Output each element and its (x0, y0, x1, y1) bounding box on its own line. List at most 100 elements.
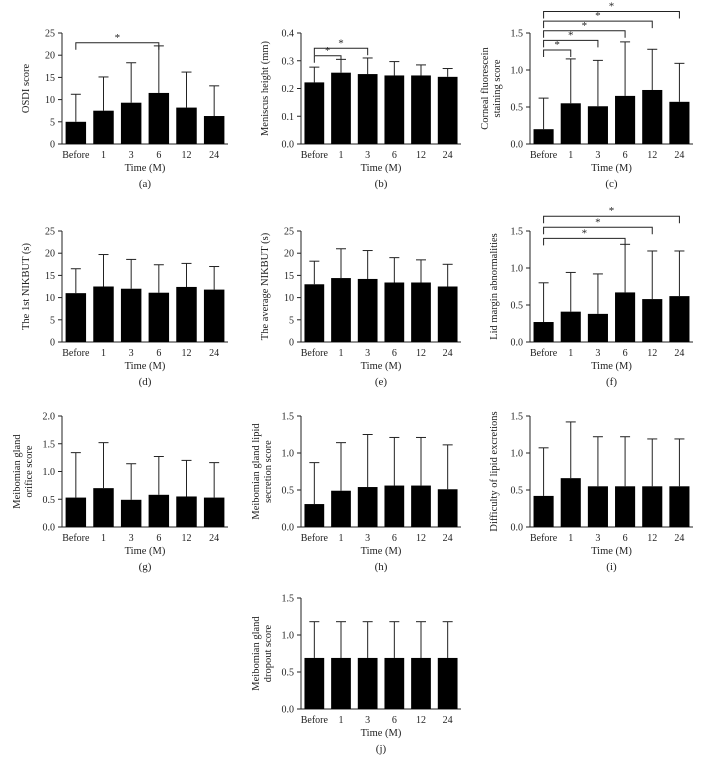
bar (148, 92, 170, 144)
x-axis-label: Time (M) (591, 361, 632, 372)
panel-label: (e) (375, 376, 388, 388)
x-tick-label: 24 (443, 348, 453, 359)
x-tick-label: 6 (392, 150, 397, 161)
x-tick-label: 24 (443, 715, 453, 726)
bar (331, 490, 351, 527)
bar (411, 485, 431, 527)
significance-star: * (554, 39, 560, 51)
x-axis-label: Time (M) (125, 163, 166, 174)
bar (357, 278, 378, 342)
bar (384, 657, 405, 709)
y-tick-label: 0.0 (511, 338, 524, 349)
y-tick-label: 15 (45, 271, 55, 282)
y-tick-label: 0.1 (282, 112, 295, 123)
x-tick-label: 12 (416, 715, 426, 726)
bar (615, 292, 636, 342)
y-axis-label: dropout score (263, 624, 274, 682)
x-tick-label: 1 (339, 150, 344, 161)
bar (411, 75, 431, 144)
bar (203, 289, 225, 342)
significance-bracket (543, 39, 599, 48)
x-tick-label: 12 (647, 150, 657, 161)
bar (176, 107, 197, 144)
x-tick-label: 6 (392, 715, 397, 726)
y-tick-label: 1.0 (43, 467, 56, 478)
bar (615, 95, 636, 144)
x-tick-label: 6 (392, 533, 397, 544)
x-axis-label: Time (M) (125, 361, 166, 372)
bar (411, 657, 431, 709)
bar (587, 106, 608, 144)
x-tick-label: 24 (209, 150, 219, 161)
bar (93, 110, 114, 144)
y-tick-label: 15 (284, 271, 294, 282)
significance-bracket (543, 30, 626, 38)
bar (669, 486, 690, 527)
panel-e: 0 5 10 15 20 25 Before 1 3 6 12 24 Time (M) The avera… (260, 227, 461, 388)
y-tick-label: 25 (284, 227, 294, 238)
x-tick-label: Before (301, 715, 329, 726)
x-tick-label: Before (62, 533, 90, 544)
bar (560, 311, 581, 342)
y-tick-label: 25 (45, 29, 55, 40)
significance-star: * (338, 37, 344, 49)
y-tick-label: 10 (45, 293, 55, 304)
y-axis-label: OSDI score (21, 64, 32, 114)
panel-b: 0.0 0.1 0.2 0.3 0.4 Before 1 3 6 12 24 * * Time (M) Me… (260, 29, 461, 190)
significance-bracket (543, 215, 680, 224)
y-tick-label: 5 (50, 117, 55, 128)
bar (642, 486, 663, 527)
panel-label: (c) (605, 178, 618, 190)
x-tick-label: 24 (443, 533, 453, 544)
x-axis-label: Time (M) (125, 546, 166, 557)
bar (65, 497, 87, 527)
y-tick-label: 10 (284, 293, 294, 304)
bar (384, 485, 405, 527)
significance-star: * (582, 20, 588, 32)
bar (357, 487, 378, 527)
panel-c: 0.0 0.5 1.0 1.5 Before 1 3 6 12 24 * * * * * Time (M) Co… (480, 1, 693, 190)
y-axis-label: orifice score (24, 445, 35, 498)
y-tick-label: 0.0 (282, 523, 295, 534)
x-tick-label: 1 (568, 533, 573, 544)
panel-label: (j) (376, 743, 387, 755)
x-tick-label: 12 (647, 533, 657, 544)
y-tick-label: 0.5 (511, 301, 524, 312)
y-tick-label: 0 (50, 338, 55, 349)
x-tick-label: Before (301, 348, 329, 359)
x-axis-label: Time (M) (361, 361, 402, 372)
y-tick-label: 0.5 (282, 668, 295, 679)
x-axis-label: Time (M) (361, 546, 402, 557)
x-axis-label: Time (M) (361, 163, 402, 174)
significance-bracket (313, 55, 342, 63)
panel-f: 0.0 0.5 1.0 1.5 Before 1 3 6 12 24 * * * Time (M) Lid … (489, 205, 693, 388)
bar (331, 657, 351, 709)
panel-label: (g) (139, 561, 152, 573)
bar (533, 495, 554, 527)
x-tick-label: 3 (365, 533, 370, 544)
x-tick-label: 1 (101, 150, 106, 161)
y-tick-label: 20 (284, 249, 294, 260)
x-tick-label: Before (530, 533, 558, 544)
x-tick-label: 6 (623, 150, 628, 161)
y-axis-label: The average NIKBUT (s) (260, 232, 271, 340)
significance-star: * (595, 10, 601, 22)
significance-star: * (609, 205, 615, 217)
panel-label: (b) (375, 178, 388, 190)
bar (437, 286, 458, 342)
x-tick-label: 12 (416, 150, 426, 161)
x-tick-label: 3 (129, 150, 134, 161)
y-tick-label: 1.0 (511, 449, 524, 460)
x-tick-label: 12 (182, 150, 192, 161)
significance-bracket (313, 47, 369, 56)
y-axis-label: Meibomian gland (12, 434, 23, 509)
y-tick-label: 1.5 (511, 29, 524, 40)
bar (148, 494, 170, 527)
bar (65, 293, 87, 342)
y-tick-label: 1.5 (511, 227, 524, 238)
x-tick-label: 6 (156, 533, 161, 544)
x-tick-label: Before (530, 348, 558, 359)
x-tick-label: 6 (156, 150, 161, 161)
y-tick-label: 0 (289, 338, 294, 349)
bar (560, 478, 581, 527)
